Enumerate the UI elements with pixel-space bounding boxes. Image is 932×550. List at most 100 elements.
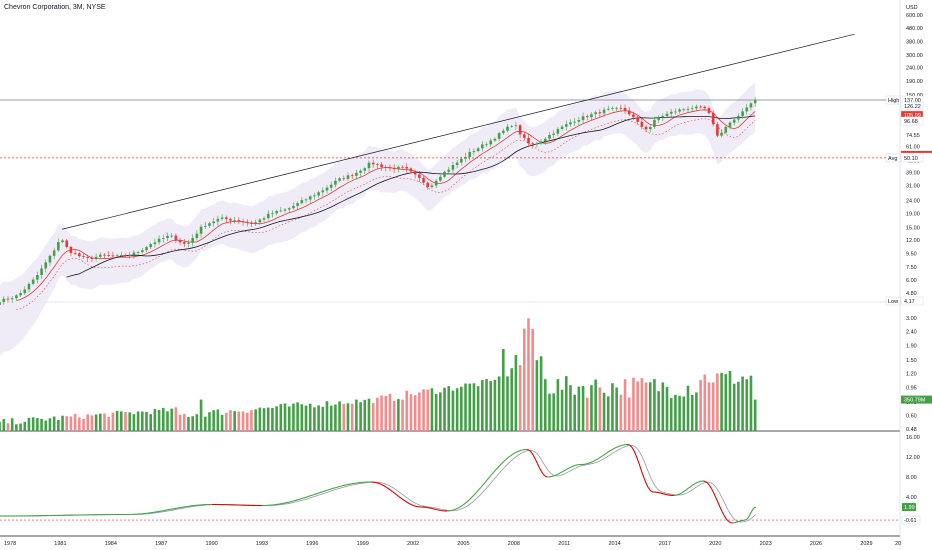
candle-body <box>191 237 194 243</box>
candle-body <box>397 166 400 170</box>
indicator-line-segment <box>538 467 542 472</box>
volume-bar <box>615 387 618 431</box>
volume-bar <box>623 379 627 431</box>
price-tick-label: 6.00 <box>906 278 917 284</box>
volume-bar <box>392 400 396 431</box>
candle-body <box>485 144 488 146</box>
candle-body <box>82 256 85 258</box>
volume-bar <box>426 389 430 431</box>
marker-value-box <box>900 101 924 111</box>
indicator-line-segment <box>750 508 754 513</box>
indicator-line-segment <box>534 458 538 464</box>
volume-bar <box>40 418 43 431</box>
volume-bar <box>174 407 178 431</box>
volume-bar <box>78 417 81 431</box>
indicator-line-segment <box>451 509 454 512</box>
indicator-line-segment <box>457 506 460 509</box>
volume-bar <box>598 387 602 431</box>
time-tick-label: 1984 <box>105 541 117 547</box>
indicator-line-segment <box>713 492 717 498</box>
volume-bar <box>543 379 547 431</box>
indicator-line-segment <box>704 480 708 484</box>
indicator-line-segment <box>660 492 664 495</box>
candle-body <box>564 124 568 127</box>
candle-body <box>313 195 316 197</box>
indicator-line-segment <box>299 497 303 500</box>
indicator-line-segment <box>341 484 345 487</box>
indicator-line-segment <box>696 481 700 484</box>
candle-body <box>560 126 564 129</box>
volume-bar <box>229 410 232 431</box>
volume-bar <box>342 403 346 431</box>
indicator-line-segment <box>528 449 532 453</box>
marker-value-label: 126.22 <box>904 104 921 110</box>
indicator-line-segment <box>530 451 534 456</box>
indicator-line-segment <box>398 496 402 499</box>
volume-bar <box>460 386 463 431</box>
volume-bar <box>212 410 215 431</box>
volume-bar <box>581 385 585 431</box>
volume-bar <box>203 416 207 431</box>
indicator-line-segment <box>723 515 727 520</box>
candle-body <box>502 130 505 134</box>
volume-bar <box>384 396 388 431</box>
volume-tick-label: 1.50 <box>906 358 917 364</box>
indicator-line-segment <box>434 508 437 511</box>
volume-tick-label: 1.20 <box>906 372 917 378</box>
candle-body <box>107 255 111 256</box>
time-tick-label: 2002 <box>407 541 419 547</box>
candle-body <box>216 218 220 222</box>
volume-axis[interactable]: 3.002.401.901.501.200.950.750.600.48350.… <box>901 316 932 433</box>
candle-body <box>640 121 644 127</box>
candle-body <box>476 148 480 152</box>
indicator-line-segment <box>291 500 294 502</box>
indicator-line-segment <box>335 486 339 489</box>
candle-body <box>111 255 115 257</box>
volume-bar <box>317 405 320 431</box>
indicator-line-segment <box>478 487 482 491</box>
indicator-line-segment <box>295 499 299 501</box>
volume-tick-label: 2.40 <box>906 330 917 336</box>
price-tick-label: 74.55 <box>906 133 920 139</box>
volume-bar <box>405 390 409 431</box>
indicator-line-segment <box>721 511 725 516</box>
indicator-line-segment <box>711 488 715 493</box>
candle-body <box>40 268 43 275</box>
indicator-line-segment <box>289 500 292 503</box>
indicator-line-segment <box>488 474 492 479</box>
indicator-line-segment <box>748 511 752 517</box>
trend-line[interactable] <box>62 33 855 230</box>
indicator-line-segment <box>616 445 620 448</box>
indicator-axis[interactable]: 16.00 12.00 8.00 4.00 1.99 -0.61 <box>901 435 921 525</box>
candle-body <box>392 167 396 170</box>
volume-bar <box>439 392 442 431</box>
indicator-line-segment <box>492 470 496 474</box>
candle-body <box>141 250 144 253</box>
indicator-line-segment <box>602 454 605 457</box>
indicator-line-segment <box>717 501 721 508</box>
volume-bar <box>619 394 623 431</box>
indicator-line-segment <box>486 477 490 481</box>
volume-bar <box>703 374 707 431</box>
indicator-line-segment <box>725 518 729 522</box>
volume-bar <box>262 408 266 431</box>
indicator-line-segment <box>312 493 315 496</box>
volume-bar <box>334 404 337 431</box>
indicator-line-segment <box>411 504 414 507</box>
marker-value-box <box>900 116 924 126</box>
indicator-line-segment <box>631 446 635 451</box>
volume-bar <box>678 395 681 431</box>
candle-body <box>292 205 295 209</box>
candle-body <box>543 138 547 142</box>
volume-bar <box>363 399 367 431</box>
fast-moving-average-dotted-line <box>16 118 756 310</box>
indicator-tick-label: 16.00 <box>906 435 920 441</box>
volume-bar <box>401 399 404 431</box>
candle-body <box>296 203 299 206</box>
volume-bar <box>380 395 383 431</box>
time-axis[interactable]: 1978 1981 1984 1987 1990 1993 1996 1999 2002 2005… <box>4 541 901 547</box>
indicator-line-segment <box>526 448 530 451</box>
candle-body <box>464 156 467 159</box>
candle-body <box>120 255 123 256</box>
